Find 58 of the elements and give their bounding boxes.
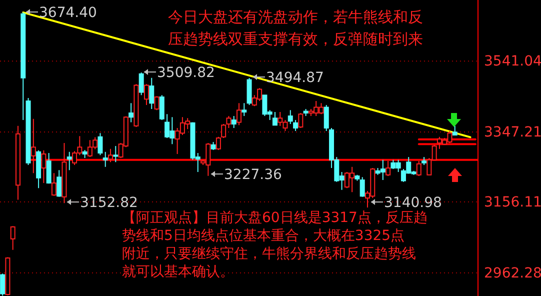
- candlestick: [422, 156, 427, 166]
- candlestick: [113, 145, 118, 163]
- candlestick: [98, 132, 103, 156]
- y-tick-label: 3156.11: [484, 194, 541, 210]
- candlestick: [272, 111, 278, 126]
- candlestick: [354, 174, 360, 182]
- candlestick: [0, 273, 6, 296]
- candlestick: [46, 152, 52, 184]
- candlestick: [56, 170, 62, 198]
- candlestick: [210, 141, 216, 151]
- candlestick: [15, 125, 20, 200]
- candlestick: [416, 160, 422, 176]
- annotation: 3152.82: [80, 195, 138, 211]
- annotation: 3227.36: [224, 167, 282, 183]
- candlestick: [293, 120, 298, 132]
- candlestick: [231, 115, 236, 129]
- candlestick: [26, 98, 31, 166]
- candlestick: [452, 125, 458, 136]
- candlestick: [288, 110, 293, 125]
- candlestick: [242, 102, 247, 116]
- y-tick-label: 3541.04: [484, 54, 541, 70]
- candlestick: [236, 102, 242, 126]
- candlestick: [154, 96, 160, 111]
- candlestick: [20, 12, 26, 121]
- candlestick: [108, 148, 114, 163]
- candlestick: [30, 118, 36, 174]
- annotation: 3140.98: [384, 195, 442, 211]
- candlestick: [226, 115, 232, 129]
- candlestick: [128, 102, 134, 123]
- candlestick: [41, 150, 46, 184]
- candlestick: [303, 108, 308, 116]
- candlestick: [102, 151, 108, 168]
- candlestick: [298, 112, 304, 129]
- candlestick: [360, 176, 365, 198]
- candlestick: [36, 150, 42, 189]
- candlestick: [134, 84, 139, 128]
- candlestick: [138, 72, 144, 96]
- candlestick: [62, 142, 67, 204]
- y-tick-label: 3347.21: [484, 124, 541, 140]
- annotation: 3674.40: [39, 5, 97, 21]
- candlestick: [324, 104, 329, 132]
- candlestick: [51, 172, 56, 196]
- candlestick: [246, 77, 252, 106]
- candlestick: [386, 160, 391, 176]
- candlestick: [149, 77, 154, 110]
- candlestick: [5, 256, 10, 296]
- candlestick: [10, 226, 16, 250]
- annotation: 今日大盘还有洗盘动作，若牛熊线和反压趋势线双重支撑有效，反弹随时到来: [168, 8, 423, 48]
- annotation: 3509.82: [157, 65, 215, 81]
- candlestick: [144, 84, 149, 106]
- candlestick: [216, 136, 221, 151]
- candlestick: [221, 124, 226, 138]
- annotation: 3494.87: [266, 70, 324, 86]
- y-tick-label: 2962.28: [484, 265, 541, 282]
- candlestick: [159, 94, 164, 121]
- candlestick: [66, 151, 72, 171]
- candlestick: [82, 150, 88, 159]
- annotation: 【阿正观点】目前大盘60日线是3317点，反压趋势线和5日均线点位基本重合，大概在3325点附近，只要继续守住，牛熊分界线和反压趋势线就可以基本确认。: [122, 210, 428, 280]
